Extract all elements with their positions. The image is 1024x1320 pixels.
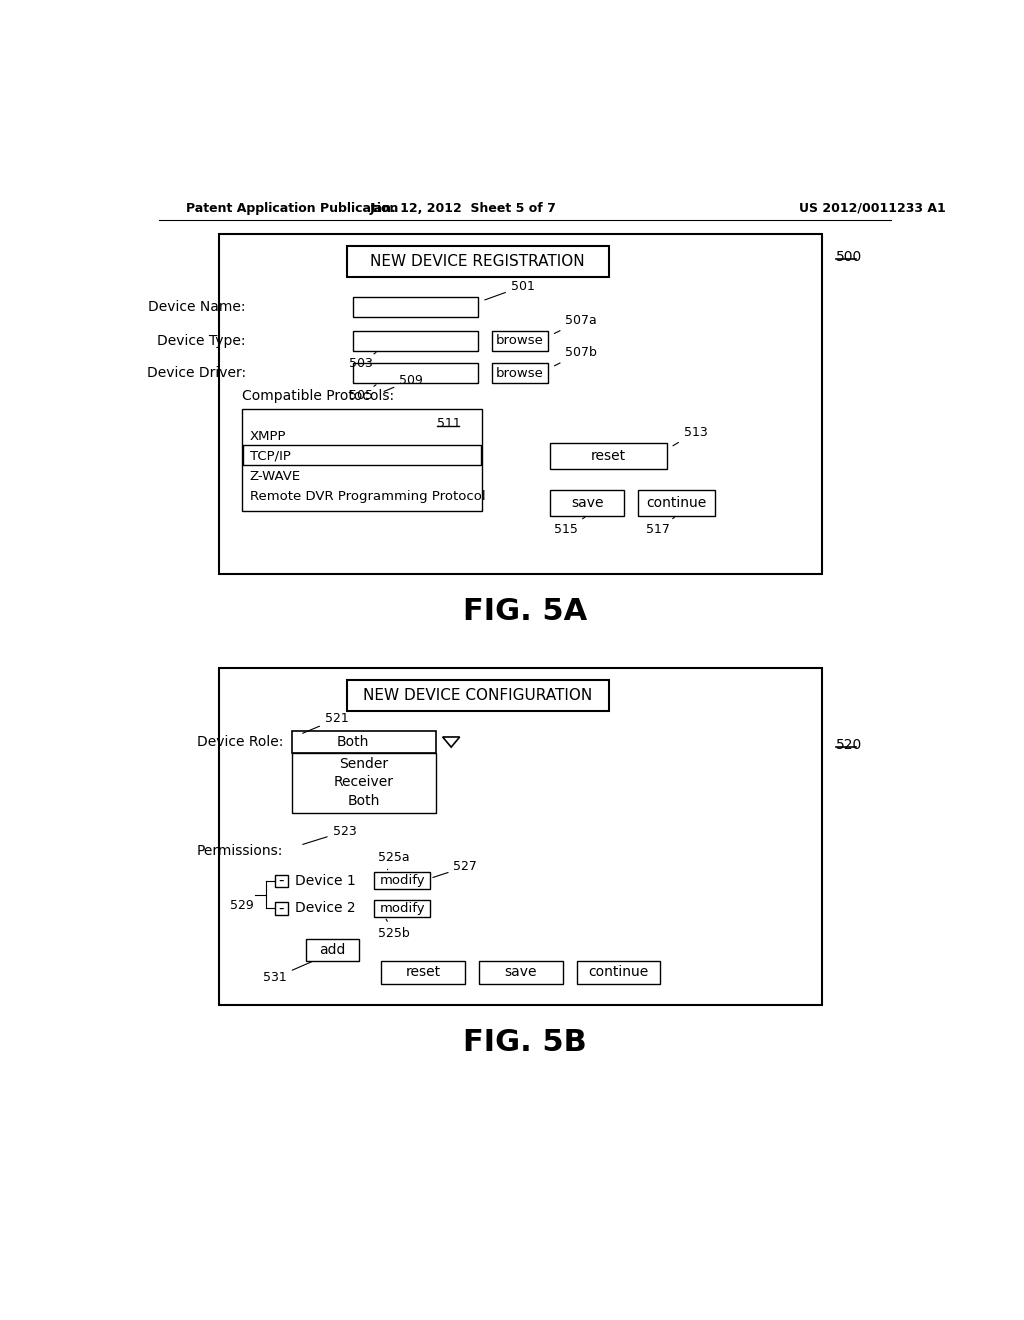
Bar [244, 445, 480, 465]
Text: reset: reset [406, 965, 441, 979]
Bar [292, 731, 435, 752]
Bar [577, 961, 660, 983]
Text: Jan. 12, 2012  Sheet 5 of 7: Jan. 12, 2012 Sheet 5 of 7 [370, 202, 556, 215]
Text: save: save [505, 965, 538, 979]
Text: TCP/IP: TCP/IP [250, 450, 291, 463]
Bar [381, 961, 465, 983]
Text: -: - [279, 900, 285, 916]
Text: save: save [571, 495, 603, 510]
Text: modify: modify [380, 902, 425, 915]
Text: browse: browse [497, 334, 544, 347]
Text: 525b: 525b [378, 919, 410, 940]
Bar [306, 940, 359, 961]
Text: FIG. 5A: FIG. 5A [463, 597, 587, 626]
Text: XMPP: XMPP [250, 430, 286, 444]
Text: 500: 500 [837, 249, 862, 264]
Bar [242, 409, 482, 511]
Text: 521: 521 [303, 713, 348, 734]
Text: continue: continue [589, 965, 648, 979]
Text: Both: Both [336, 735, 369, 748]
Bar [352, 297, 478, 317]
Text: NEW DEVICE CONFIGURATION: NEW DEVICE CONFIGURATION [362, 688, 592, 704]
Bar [375, 873, 430, 890]
Text: 503: 503 [349, 352, 376, 370]
Text: 501: 501 [484, 280, 535, 300]
Text: modify: modify [380, 874, 425, 887]
Text: 511: 511 [437, 417, 461, 430]
Text: US 2012/0011233 A1: US 2012/0011233 A1 [799, 202, 946, 215]
Bar [550, 444, 667, 470]
Text: reset: reset [591, 449, 626, 463]
Text: 523: 523 [303, 825, 356, 845]
Text: 529: 529 [229, 899, 254, 912]
Text: Patent Application Publication: Patent Application Publication [186, 202, 398, 215]
Text: 505: 505 [349, 385, 376, 403]
Text: -: - [279, 873, 285, 888]
Text: 515: 515 [554, 517, 585, 536]
Text: browse: browse [497, 367, 544, 380]
Text: Device Role:: Device Role: [197, 735, 283, 748]
Bar [219, 234, 822, 574]
Text: 513: 513 [673, 426, 708, 446]
Bar [275, 875, 288, 887]
Bar [346, 246, 608, 277]
Bar [493, 363, 548, 383]
Text: Device Type:: Device Type: [158, 334, 246, 348]
Text: Z-WAVE: Z-WAVE [250, 470, 301, 483]
Bar [375, 900, 430, 917]
Text: 517: 517 [646, 517, 675, 536]
Text: 507a: 507a [554, 314, 597, 334]
Text: Compatible Protocols:: Compatible Protocols: [242, 388, 394, 403]
Text: Device Driver:: Device Driver: [146, 366, 246, 380]
Bar [493, 331, 548, 351]
Text: Sender: Sender [339, 756, 388, 771]
Bar [352, 331, 478, 351]
Bar [346, 681, 608, 711]
Text: Remote DVR Programming Protocol: Remote DVR Programming Protocol [250, 490, 485, 503]
Text: Both: Both [348, 793, 380, 808]
Text: Permissions:: Permissions: [197, 845, 283, 858]
Text: Device 2: Device 2 [295, 902, 355, 915]
Text: FIG. 5B: FIG. 5B [463, 1028, 587, 1057]
Text: NEW DEVICE REGISTRATION: NEW DEVICE REGISTRATION [371, 253, 585, 269]
Text: 509: 509 [384, 374, 423, 392]
Text: continue: continue [646, 495, 707, 510]
Text: Receiver: Receiver [334, 775, 394, 789]
Text: 531: 531 [263, 962, 311, 985]
Text: 527: 527 [433, 861, 477, 878]
Text: 525a: 525a [378, 851, 410, 870]
Bar [275, 903, 288, 915]
Text: 520: 520 [837, 738, 862, 752]
Text: add: add [319, 942, 346, 957]
Bar [292, 752, 435, 813]
Bar [550, 490, 624, 516]
Bar [219, 668, 822, 1006]
Text: Device Name:: Device Name: [148, 300, 246, 314]
Text: 507b: 507b [554, 346, 597, 366]
Bar [638, 490, 716, 516]
Bar [479, 961, 563, 983]
Text: Device 1: Device 1 [295, 874, 355, 887]
Bar [352, 363, 478, 383]
